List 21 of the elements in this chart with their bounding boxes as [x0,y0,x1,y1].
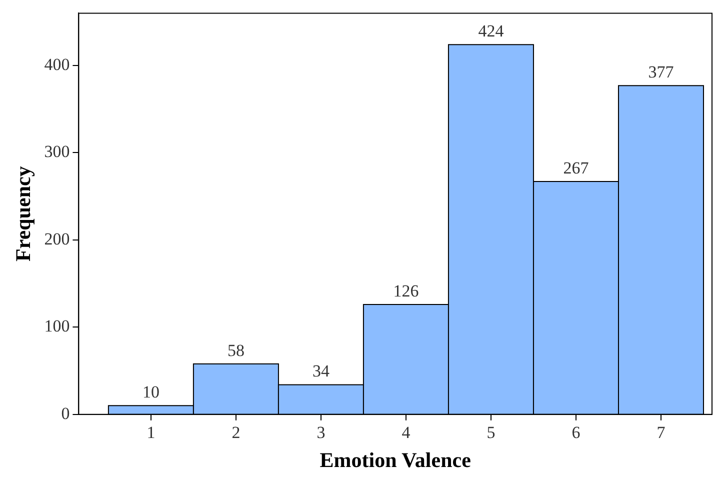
y-tick-label: 200 [44,229,70,248]
data-label: 34 [312,362,330,381]
y-tick-label: 100 [44,316,70,336]
x-axis-title: Emotion Valence [320,448,471,472]
data-label: 377 [648,62,674,82]
y-tick-label: 400 [44,55,70,74]
data-label: 58 [227,340,244,360]
x-tick-label: 3 [316,423,326,442]
data-label: 267 [563,158,590,178]
y-axis-title: Frequency [11,166,36,262]
data-label: 424 [478,22,504,41]
x-tick-label: 7 [656,423,666,442]
data-label: 126 [393,281,419,300]
x-tick-label: 6 [572,423,580,442]
x-tick-label: 2 [232,423,240,442]
y-tick-label: 300 [44,142,70,162]
x-tick-label: 4 [402,423,411,442]
x-tick-label: 1 [146,423,156,442]
data-label: 10 [142,382,160,402]
y-tick-label: 0 [61,404,70,423]
x-tick-label: 5 [486,423,496,442]
